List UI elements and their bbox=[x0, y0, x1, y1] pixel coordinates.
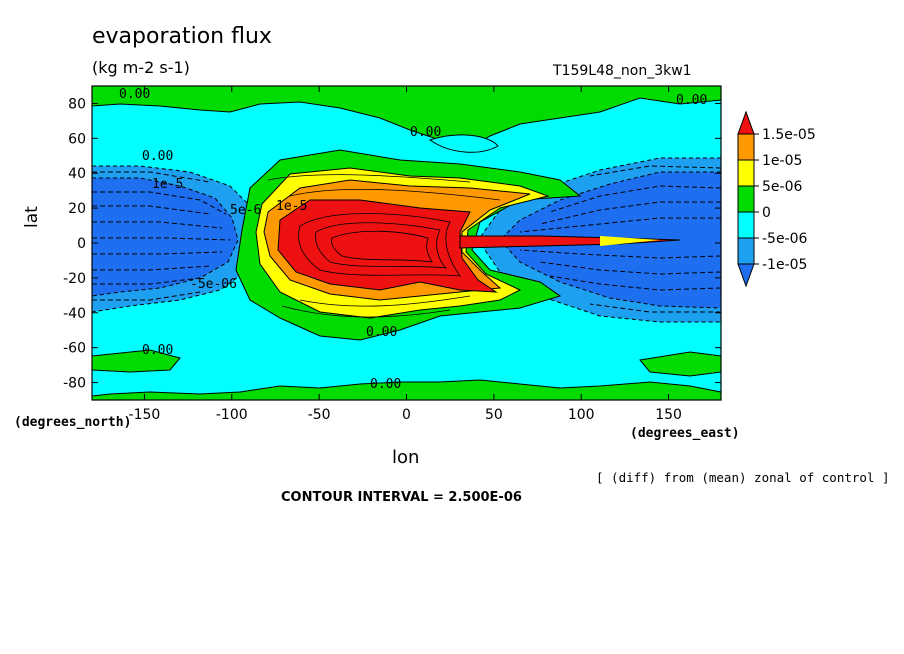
colorbar: 1.5e-05 1e-05 5e-06 0 -5e-06 -1e-05 bbox=[737, 110, 816, 288]
chart-subtitle: (kg m-2 s-1) bbox=[92, 58, 190, 77]
inner-contour bbox=[289, 188, 501, 201]
colorbar-label: 1e-05 bbox=[762, 153, 802, 169]
inner-contour bbox=[267, 174, 471, 183]
negative-contour bbox=[92, 221, 223, 229]
field-cyan-island bbox=[428, 134, 499, 153]
negative-contour bbox=[92, 291, 201, 301]
field-green-sh-patch bbox=[92, 349, 181, 373]
field-yellow-tongue bbox=[600, 236, 660, 246]
x-axis-label: lon bbox=[392, 447, 420, 468]
colorbar-bottom-arrow bbox=[737, 263, 755, 288]
negative-contour bbox=[92, 237, 231, 241]
negative-contour bbox=[92, 277, 201, 285]
y-tick-label: -80 bbox=[63, 376, 86, 392]
colorbar-swatch bbox=[737, 211, 755, 239]
y-tick-label: 40 bbox=[68, 166, 86, 182]
inner-contour bbox=[331, 230, 433, 263]
contour-label: 0.00 bbox=[410, 125, 441, 140]
colorbar-top-arrow bbox=[737, 110, 755, 135]
inner-contour bbox=[299, 295, 471, 307]
contour-label: 0.00 bbox=[676, 93, 707, 108]
negative-contour bbox=[549, 185, 721, 213]
negative-contours bbox=[92, 165, 721, 313]
contour-label: 5e-6 bbox=[230, 203, 261, 218]
negative-contour bbox=[92, 265, 211, 271]
negative-contour bbox=[92, 171, 211, 183]
negative-contour bbox=[539, 261, 721, 275]
negative-contour bbox=[92, 251, 223, 255]
field-darkblue-west bbox=[92, 177, 239, 297]
field-layer bbox=[92, 86, 721, 400]
y-tick-label: 80 bbox=[68, 96, 86, 112]
colorbar-swatch bbox=[737, 159, 755, 187]
y-axis-units: (degrees_north) bbox=[14, 415, 132, 430]
colorbar-label: 0 bbox=[762, 205, 771, 221]
x-tick-label: 100 bbox=[568, 407, 595, 423]
x-tick-label: 0 bbox=[402, 407, 411, 423]
negative-contour bbox=[92, 191, 227, 215]
contour-label: -5e-06 bbox=[190, 277, 237, 292]
colorbar-label: 1.5e-05 bbox=[762, 127, 816, 143]
colorbar-swatch bbox=[737, 185, 755, 213]
y-tick-label: 60 bbox=[68, 131, 86, 147]
negative-contour bbox=[92, 205, 211, 215]
x-tick-label: 150 bbox=[655, 407, 682, 423]
y-tick-label: -40 bbox=[63, 306, 86, 322]
axis-ticks: -150 -100 -50 0 50 100 150 80 60 40 20 0 -20 -40 -60 -8… bbox=[63, 86, 721, 423]
diff-note: [ (diff) from (mean) zonal of control ] bbox=[596, 470, 890, 485]
y-tick-label: -20 bbox=[63, 271, 86, 287]
inner-contour bbox=[298, 213, 461, 277]
y-tick-label: -60 bbox=[63, 341, 86, 357]
negative-contour bbox=[519, 249, 721, 259]
field-green-south bbox=[92, 379, 721, 400]
contour-label: 0.00 bbox=[366, 325, 397, 340]
y-tick-label: 20 bbox=[68, 201, 86, 217]
colorbar-label: 5e-06 bbox=[762, 179, 802, 195]
x-tick-label: -150 bbox=[129, 407, 161, 423]
contour-label: 0.00 bbox=[142, 343, 173, 358]
contour-labels: 0.00 0.00 0.00 0.00 0.00 0.00 0.00 -5e-06 1e-5 1e… bbox=[119, 87, 707, 392]
negative-contour bbox=[519, 217, 721, 233]
colorbar-label: -5e-06 bbox=[762, 231, 808, 247]
colorbar-swatch bbox=[737, 237, 755, 265]
run-label: T159L48_non_3kw1 bbox=[553, 63, 692, 79]
inner-contour bbox=[281, 305, 451, 318]
inner-contour bbox=[315, 222, 448, 269]
x-tick-label: 50 bbox=[485, 407, 503, 423]
contour-label: 0.00 bbox=[119, 87, 150, 102]
chart-title: evaporation flux bbox=[92, 24, 272, 49]
negative-contour bbox=[549, 275, 721, 291]
x-axis-units: (degrees_east) bbox=[630, 426, 740, 441]
contour-label: 1e-5 bbox=[276, 199, 307, 214]
contour-label: 0.00 bbox=[142, 149, 173, 164]
x-tick-label: -100 bbox=[216, 407, 248, 423]
colorbar-swatch bbox=[737, 133, 755, 161]
x-tick-label: -50 bbox=[308, 407, 331, 423]
negative-contour bbox=[539, 201, 721, 225]
contour-interval: CONTOUR INTERVAL = 2.500E-06 bbox=[281, 490, 522, 505]
field-red-center bbox=[277, 199, 498, 293]
field-green-sh-patch-east bbox=[639, 351, 721, 377]
colorbar-label: -1e-05 bbox=[762, 257, 807, 273]
field-green-north bbox=[92, 86, 721, 149]
inner-contours bbox=[267, 174, 501, 318]
contour-label: 1e-5 bbox=[152, 177, 183, 192]
contour-label: 0.00 bbox=[370, 377, 401, 392]
y-tick-label: 0 bbox=[77, 236, 86, 252]
